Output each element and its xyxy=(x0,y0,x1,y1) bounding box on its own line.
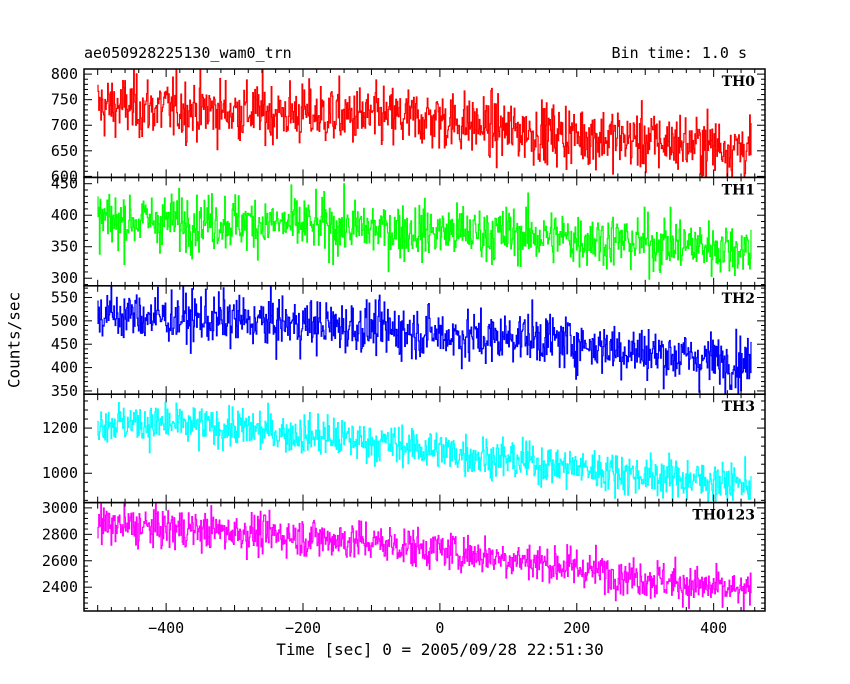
y-tick-label-th0123: 2600 xyxy=(42,552,78,570)
y-axis-label: Counts/sec xyxy=(4,291,24,389)
x-tick-label: −400 xyxy=(148,619,184,637)
bin-time-label: Bin time: 1.0 s xyxy=(611,44,747,62)
y-tick-label-th1: 450 xyxy=(51,175,78,193)
series-th2-line xyxy=(97,285,752,395)
y-tick-label-th2: 450 xyxy=(51,335,78,353)
series-th1-line xyxy=(97,183,752,280)
y-tick-label-th1: 350 xyxy=(51,238,78,256)
y-tick-label-th0123: 2800 xyxy=(42,525,78,543)
y-tick-label-th0: 800 xyxy=(51,65,78,83)
series-th0-line xyxy=(97,69,752,178)
y-tick-label-th0: 600 xyxy=(51,167,78,185)
panel-label-th3: TH3 xyxy=(722,399,755,415)
y-tick-label-th2: 400 xyxy=(51,359,78,377)
x-axis-label: Time [sec] 0 = 2005/09/28 22:51:30 xyxy=(276,640,604,659)
x-tick-label: 200 xyxy=(563,619,590,637)
y-tick-label-th1: 400 xyxy=(51,206,78,224)
y-tick-label-th0: 650 xyxy=(51,142,78,160)
y-tick-label-th1: 300 xyxy=(51,269,78,287)
y-tick-label-th0123: 2400 xyxy=(42,578,78,596)
series-th3-line xyxy=(97,401,752,503)
y-tick-label-th2: 550 xyxy=(51,288,78,306)
y-tick-label-th3: 1000 xyxy=(42,464,78,482)
series-th0123-line xyxy=(97,502,752,612)
panel-label-th1: TH1 xyxy=(722,182,755,198)
y-tick-label-th0: 700 xyxy=(51,116,78,134)
panel-label-th0: TH0 xyxy=(722,74,756,90)
x-tick-label: −200 xyxy=(285,619,321,637)
panel-label-th2: TH2 xyxy=(722,291,755,307)
y-tick-label-th3: 1200 xyxy=(42,419,78,437)
panel-label-th0123: TH0123 xyxy=(692,508,755,524)
panel-frame-th0123 xyxy=(83,501,766,612)
plot-title: ae050928225130_wam0_trn xyxy=(84,44,292,62)
y-tick-label-th2: 500 xyxy=(51,312,78,330)
x-tick-label: 0 xyxy=(435,619,444,637)
y-tick-label-th0123: 3000 xyxy=(42,499,78,517)
y-tick-label-th0: 750 xyxy=(51,91,78,109)
x-tick-label: 400 xyxy=(700,619,727,637)
y-tick-label-th2: 350 xyxy=(51,382,78,400)
